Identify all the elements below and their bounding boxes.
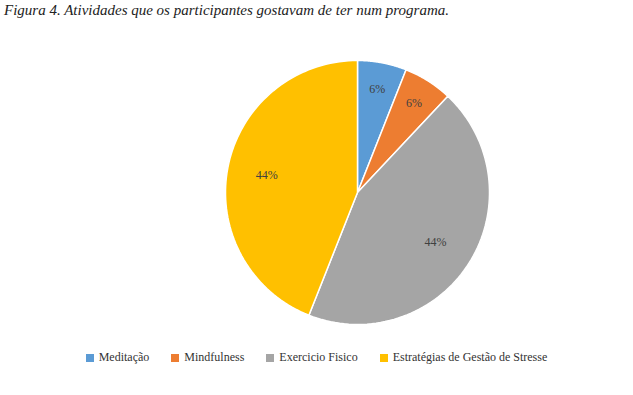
svg-text:6%: 6% bbox=[406, 96, 422, 110]
html-text:Figura 4. Atividades que os pa: Figura 4. Atividades que os participante… bbox=[4, 2, 449, 18]
html-text:Meditação: Meditação bbox=[98, 350, 150, 364]
svg-text:44%: 44% bbox=[256, 168, 278, 182]
svg-text:6%: 6% bbox=[369, 82, 385, 96]
html-text:Estratégias de Gestão de Stres: Estratégias de Gestão de Stresse bbox=[392, 350, 548, 364]
html-text:Mindfulness: Mindfulness bbox=[184, 350, 245, 364]
svg-text:44%: 44% bbox=[425, 235, 447, 249]
html-text:Exercicio Fisico: Exercicio Fisico bbox=[279, 350, 358, 364]
